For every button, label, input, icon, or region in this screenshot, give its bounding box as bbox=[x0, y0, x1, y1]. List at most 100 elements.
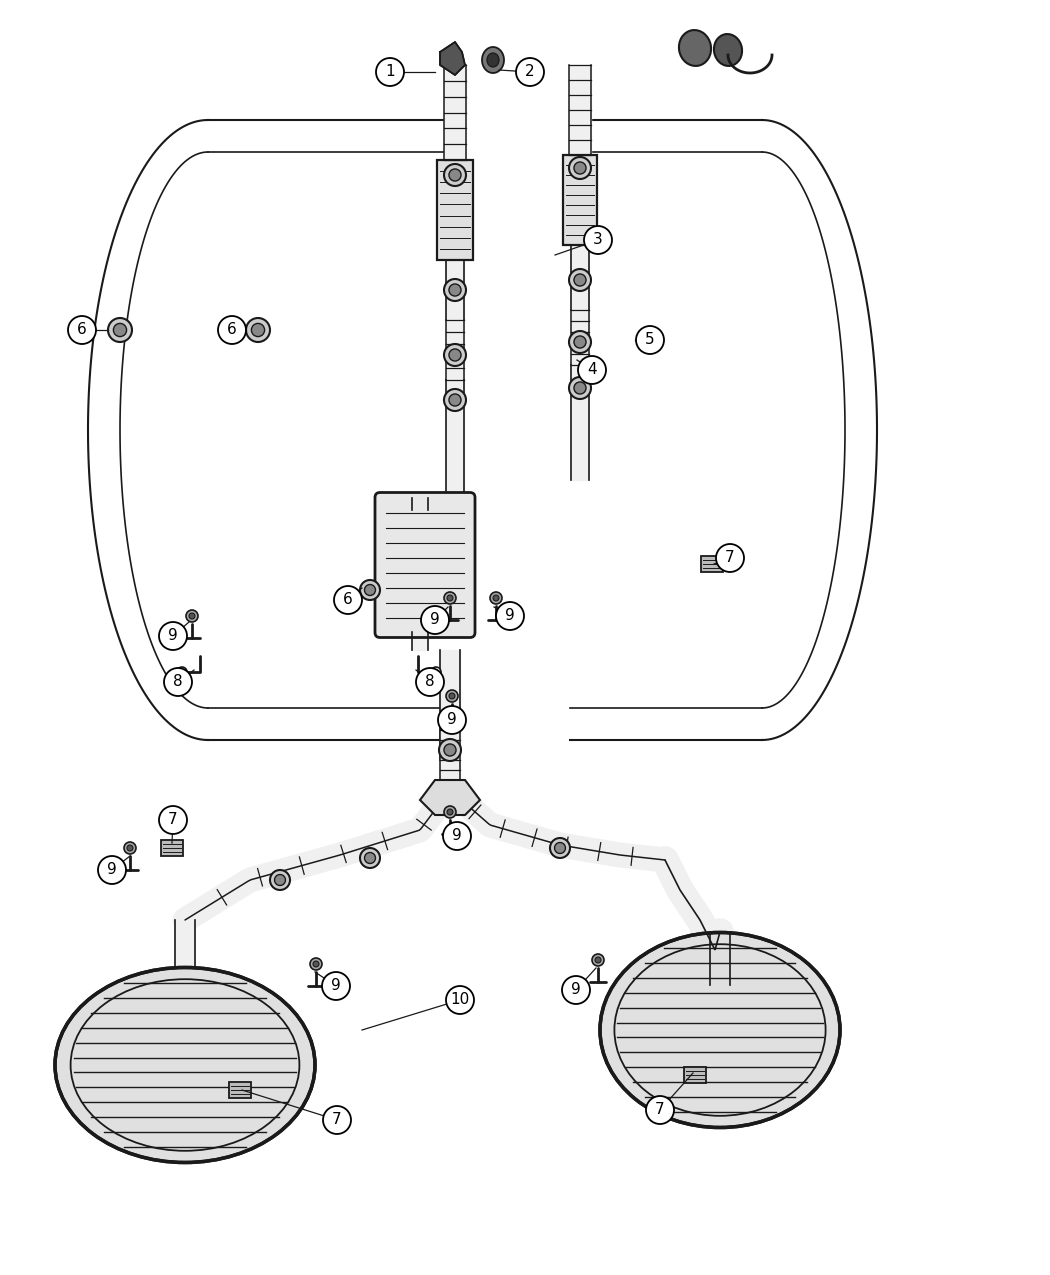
Circle shape bbox=[113, 324, 127, 337]
Circle shape bbox=[574, 335, 586, 348]
Circle shape bbox=[449, 170, 461, 181]
Circle shape bbox=[574, 382, 586, 394]
Text: 9: 9 bbox=[505, 608, 514, 623]
Polygon shape bbox=[571, 365, 589, 479]
Text: 9: 9 bbox=[107, 862, 117, 877]
Polygon shape bbox=[710, 932, 730, 986]
Polygon shape bbox=[440, 650, 460, 760]
Circle shape bbox=[444, 806, 456, 819]
Circle shape bbox=[68, 316, 96, 344]
Circle shape bbox=[595, 958, 601, 963]
Text: 9: 9 bbox=[331, 978, 341, 993]
Circle shape bbox=[444, 389, 466, 411]
Ellipse shape bbox=[714, 34, 742, 66]
Circle shape bbox=[449, 694, 455, 699]
Circle shape bbox=[449, 349, 461, 361]
Circle shape bbox=[444, 344, 466, 366]
Polygon shape bbox=[412, 499, 428, 510]
Circle shape bbox=[569, 332, 591, 353]
Circle shape bbox=[376, 57, 404, 85]
Circle shape bbox=[159, 622, 187, 650]
Circle shape bbox=[494, 595, 499, 601]
Polygon shape bbox=[446, 380, 464, 510]
Circle shape bbox=[439, 740, 461, 761]
Circle shape bbox=[562, 975, 590, 1003]
Text: 3: 3 bbox=[593, 232, 603, 247]
Bar bbox=[437, 159, 472, 260]
Circle shape bbox=[159, 806, 187, 834]
Text: 1: 1 bbox=[385, 65, 395, 79]
Circle shape bbox=[569, 377, 591, 399]
Text: 6: 6 bbox=[77, 323, 87, 338]
Circle shape bbox=[360, 848, 380, 868]
Circle shape bbox=[218, 316, 246, 344]
Circle shape bbox=[496, 602, 524, 630]
Polygon shape bbox=[440, 42, 465, 75]
Circle shape bbox=[447, 810, 453, 815]
Polygon shape bbox=[175, 921, 195, 968]
Circle shape bbox=[490, 592, 502, 604]
Circle shape bbox=[334, 586, 362, 615]
Circle shape bbox=[360, 580, 380, 601]
Text: 2: 2 bbox=[525, 65, 534, 79]
Circle shape bbox=[364, 584, 376, 595]
Text: 7: 7 bbox=[655, 1103, 665, 1117]
Circle shape bbox=[443, 822, 471, 850]
FancyBboxPatch shape bbox=[375, 492, 475, 638]
Circle shape bbox=[416, 668, 444, 696]
Circle shape bbox=[270, 870, 290, 890]
Circle shape bbox=[186, 609, 198, 622]
Ellipse shape bbox=[482, 47, 504, 73]
Circle shape bbox=[449, 284, 461, 296]
Text: 9: 9 bbox=[447, 713, 457, 728]
Circle shape bbox=[446, 986, 474, 1014]
Text: 9: 9 bbox=[430, 612, 440, 627]
Circle shape bbox=[578, 356, 606, 384]
Text: 7: 7 bbox=[168, 812, 177, 827]
Circle shape bbox=[444, 279, 466, 301]
Circle shape bbox=[323, 1105, 351, 1133]
Circle shape bbox=[636, 326, 664, 354]
Text: 7: 7 bbox=[726, 551, 735, 566]
Circle shape bbox=[164, 668, 192, 696]
Circle shape bbox=[569, 269, 591, 291]
Text: 9: 9 bbox=[168, 629, 177, 644]
Circle shape bbox=[108, 317, 132, 342]
Circle shape bbox=[274, 875, 286, 886]
Circle shape bbox=[313, 961, 319, 966]
Circle shape bbox=[322, 972, 350, 1000]
Ellipse shape bbox=[679, 31, 711, 66]
Circle shape bbox=[430, 667, 441, 677]
Circle shape bbox=[189, 613, 195, 618]
Circle shape bbox=[646, 1096, 674, 1125]
Text: 4: 4 bbox=[587, 362, 596, 377]
Text: 9: 9 bbox=[571, 983, 581, 997]
Circle shape bbox=[310, 958, 322, 970]
Text: 7: 7 bbox=[332, 1113, 342, 1127]
Text: 6: 6 bbox=[227, 323, 237, 338]
Circle shape bbox=[584, 226, 612, 254]
Polygon shape bbox=[571, 156, 589, 310]
Bar bbox=[684, 1067, 706, 1082]
Circle shape bbox=[574, 274, 586, 286]
Circle shape bbox=[550, 838, 570, 858]
Ellipse shape bbox=[55, 968, 315, 1163]
Circle shape bbox=[127, 845, 133, 850]
Polygon shape bbox=[440, 731, 460, 790]
Circle shape bbox=[574, 162, 586, 175]
Ellipse shape bbox=[487, 54, 499, 68]
Text: 9: 9 bbox=[453, 829, 462, 844]
Circle shape bbox=[98, 856, 126, 884]
Circle shape bbox=[716, 544, 744, 572]
Circle shape bbox=[177, 667, 187, 677]
Polygon shape bbox=[446, 159, 464, 320]
Circle shape bbox=[449, 394, 461, 405]
Circle shape bbox=[554, 843, 566, 853]
Polygon shape bbox=[571, 310, 589, 365]
Ellipse shape bbox=[600, 932, 840, 1127]
Polygon shape bbox=[446, 320, 464, 380]
Circle shape bbox=[246, 317, 270, 342]
Polygon shape bbox=[420, 780, 480, 815]
Circle shape bbox=[444, 164, 466, 186]
Circle shape bbox=[592, 954, 604, 966]
